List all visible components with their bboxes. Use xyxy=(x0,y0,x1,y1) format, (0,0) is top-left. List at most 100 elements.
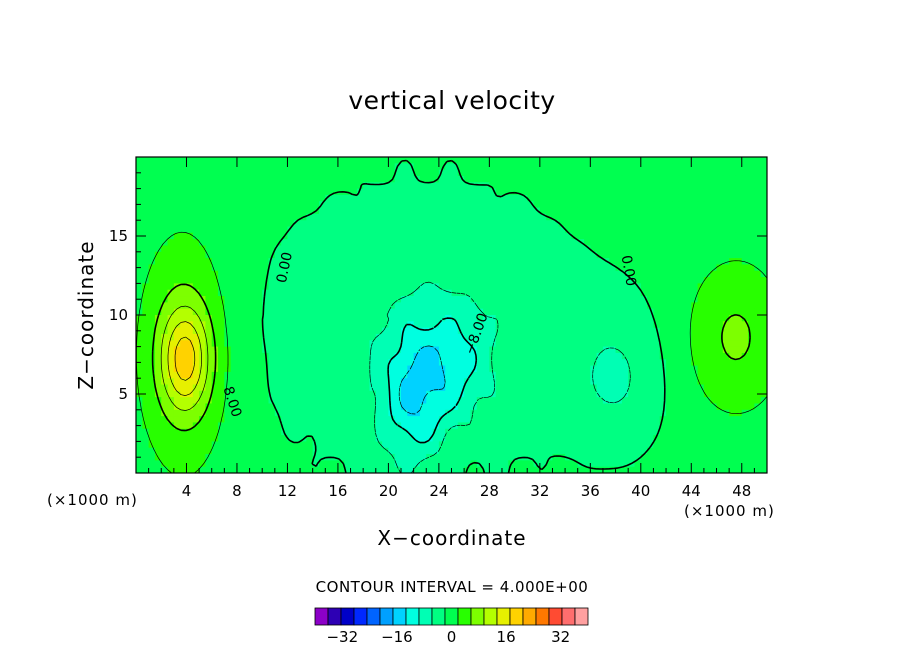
field-cell xyxy=(407,188,415,196)
field-cell xyxy=(533,454,541,461)
field-cell xyxy=(419,435,427,442)
field-cell xyxy=(426,296,434,303)
field-cell xyxy=(262,466,270,473)
field-cell xyxy=(470,435,478,442)
field-cell xyxy=(451,283,459,291)
field-cell xyxy=(495,466,503,473)
field-cell xyxy=(274,283,282,291)
field-cell xyxy=(483,327,490,335)
field-cell xyxy=(249,460,257,468)
field-cell xyxy=(659,270,667,278)
field-cell xyxy=(539,169,547,177)
field-cell xyxy=(703,213,711,221)
field-cell xyxy=(457,365,465,373)
field-cell xyxy=(224,283,232,291)
field-cell xyxy=(268,416,276,424)
field-cell xyxy=(268,308,276,316)
field-cell xyxy=(489,258,497,266)
field-cell xyxy=(369,182,377,190)
field-cell xyxy=(451,384,459,392)
field-cell xyxy=(596,340,604,348)
field-cell xyxy=(659,352,667,360)
field-cell xyxy=(621,371,629,379)
field-cell xyxy=(426,321,434,329)
field-cell xyxy=(729,378,737,386)
field-cell xyxy=(154,422,162,430)
field-cell xyxy=(281,447,289,455)
field-cell xyxy=(552,422,560,430)
field-cell xyxy=(312,340,320,348)
field-cell xyxy=(205,296,213,303)
field-cell xyxy=(584,201,591,209)
field-cell xyxy=(401,182,408,190)
field-cell xyxy=(653,333,661,341)
field-cell xyxy=(293,403,301,411)
field-cell xyxy=(180,384,188,392)
field-cell xyxy=(350,175,358,183)
field-cell xyxy=(148,384,156,392)
field-cell xyxy=(173,277,181,284)
field-cell xyxy=(142,409,150,417)
field-cell xyxy=(419,182,427,190)
field-cell xyxy=(565,169,572,177)
field-cell xyxy=(382,315,389,322)
field-cell xyxy=(653,454,661,461)
field-cell xyxy=(205,264,213,272)
field-cell xyxy=(401,308,408,316)
field-cell xyxy=(464,245,472,253)
field-cell xyxy=(268,346,276,354)
field-cell xyxy=(609,251,617,259)
field-cell xyxy=(224,163,232,171)
field-cell xyxy=(388,245,396,253)
field-cell xyxy=(552,182,560,190)
field-cell xyxy=(514,308,522,316)
field-cell xyxy=(748,264,755,272)
field-cell xyxy=(363,277,371,284)
field-cell xyxy=(142,435,150,442)
field-cell xyxy=(375,441,383,449)
field-cell xyxy=(318,428,326,436)
field-cell xyxy=(508,175,516,183)
field-cell xyxy=(293,213,301,221)
field-cell xyxy=(546,409,554,417)
field-cell xyxy=(754,460,762,468)
field-cell xyxy=(180,277,188,284)
field-cell xyxy=(741,454,749,461)
field-cell xyxy=(173,251,181,259)
field-cell xyxy=(419,213,427,221)
field-cell xyxy=(590,258,598,266)
field-cell xyxy=(703,220,711,228)
field-cell xyxy=(211,390,219,398)
field-cell xyxy=(445,296,453,303)
field-cell xyxy=(407,157,415,164)
field-cell xyxy=(552,327,560,335)
field-cell xyxy=(735,340,743,348)
field-cell xyxy=(716,213,724,221)
field-cell xyxy=(514,384,522,392)
field-cell xyxy=(218,422,225,430)
field-cell xyxy=(154,447,162,455)
field-cell xyxy=(558,365,566,373)
field-cell xyxy=(735,169,743,177)
field-cell xyxy=(647,346,655,354)
field-cell xyxy=(678,340,686,348)
field-cell xyxy=(445,289,453,297)
field-cell xyxy=(628,175,636,183)
field-cell xyxy=(236,213,244,221)
field-cell xyxy=(438,182,446,190)
field-cell xyxy=(401,409,408,417)
field-cell xyxy=(445,378,453,386)
field-cell xyxy=(565,315,572,322)
field-cell xyxy=(508,163,516,171)
field-cell xyxy=(684,245,692,253)
field-cell xyxy=(457,447,465,455)
field-cell xyxy=(514,321,522,329)
field-cell xyxy=(382,239,389,247)
field-cell xyxy=(369,359,377,367)
field-cell xyxy=(735,201,743,209)
field-cell xyxy=(394,327,402,335)
field-cell xyxy=(337,245,345,253)
field-cell xyxy=(287,289,295,297)
field-cell xyxy=(192,454,200,461)
field-cell xyxy=(356,321,364,329)
